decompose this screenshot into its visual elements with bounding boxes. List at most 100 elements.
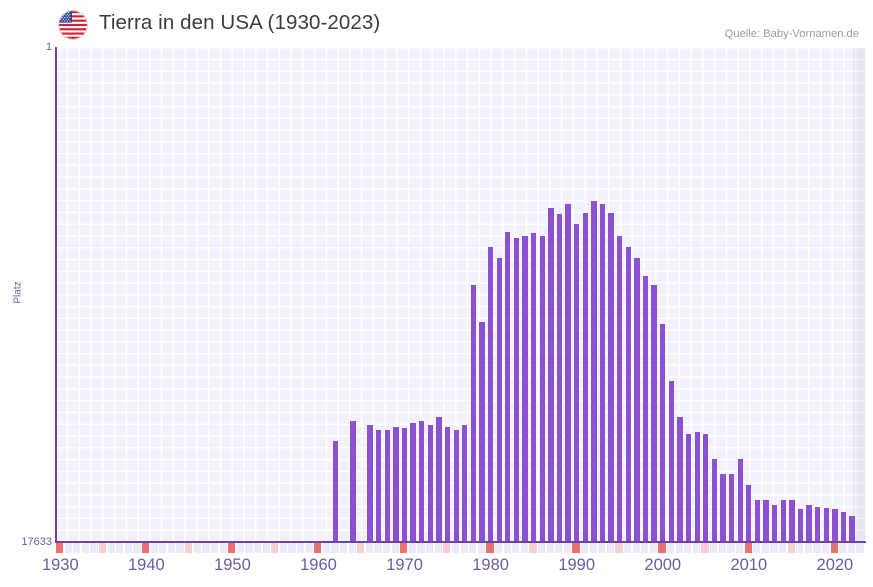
x-tick-mark [761,543,769,553]
x-tick-mark [64,543,72,553]
bar [677,417,683,541]
bar [711,459,718,541]
bar [651,285,657,541]
bar [642,276,649,541]
bar [797,509,804,541]
x-tick-label: 2000 [644,556,682,574]
x-tick-mark [624,543,632,553]
x-tick-mark [710,543,718,553]
x-tick-mark [185,543,193,553]
x-tick-mark [787,543,795,553]
us-flag-icon [58,10,88,40]
x-tick-mark [357,543,365,553]
x-tick-mark [770,543,778,553]
x-tick-mark [193,543,201,553]
bar [333,441,339,541]
bar [685,434,692,541]
bar [814,507,821,541]
x-tick-mark [839,543,847,553]
x-tick-mark [727,543,735,553]
x-tick-mark [159,543,167,553]
bar [419,421,425,541]
x-tick-mark [477,543,485,553]
x-tick-mark [245,543,253,553]
bar [548,208,554,541]
x-tick-label: 1950 [214,556,251,574]
bar [720,474,726,541]
x-tick-mark [90,543,98,553]
bar [470,285,477,541]
bar [617,236,623,541]
y-tick-bottom-value: 17633 [21,536,52,548]
x-tick-mark [81,543,90,553]
bar [479,322,485,541]
bar [453,430,459,541]
x-tick-mark [692,543,701,553]
bar [574,224,580,541]
x-tick-mark [555,543,563,553]
x-tick-mark [821,543,830,553]
x-tick-mark [520,543,528,553]
x-tick-mark [417,543,425,553]
bar [367,425,373,541]
x-tick-mark [753,543,761,553]
x-tick-mark [675,543,683,553]
x-tick-mark [400,543,408,553]
x-tick-mark [572,543,580,553]
bar [444,427,451,541]
x-tick-label: 1980 [472,556,509,574]
x-tick-label: 2010 [730,556,768,574]
x-tick-mark [469,543,477,553]
bar [582,213,588,541]
x-tick-mark [434,543,442,553]
x-tick-mark [305,543,313,553]
x-tick-mark [649,543,658,553]
x-tick-mark [856,543,864,553]
x-tick-label: 1970 [386,556,423,574]
x-axis-tick-labels: 1930 1940 1950 1960 1970 1980 1990 2000 2010 2020 [0,556,873,582]
x-tick-mark [718,543,726,553]
x-tick-mark [99,543,107,553]
x-tick-mark [546,543,554,553]
x-tick-mark [701,543,709,553]
bar [694,432,700,541]
x-tick-label: 1960 [300,556,337,574]
bar [539,236,545,541]
x-tick-mark [73,543,81,553]
x-tick-mark [150,543,158,553]
bar [556,214,563,541]
plot-area [56,48,865,541]
x-tick-mark [684,543,692,553]
bar [703,434,709,541]
bar [462,425,468,541]
x-tick-mark [236,543,244,553]
x-tick-mark [486,543,494,553]
page-title: Tierra in den USA (1930-2023) [99,11,381,34]
source-label: Quelle: Baby-Vornamen.de [724,28,859,40]
bar [530,233,537,541]
x-tick-mark [529,543,537,553]
bar [350,421,356,541]
x-tick-mark [365,543,374,553]
bar [849,516,855,541]
x-tick-mark [133,543,141,553]
bar [436,417,442,541]
bar [668,381,675,541]
y-tick-bottom: 17633 [0,534,52,548]
x-tick-mark [443,543,451,553]
x-tick-mark [228,543,236,553]
bar [660,324,666,541]
x-tick-mark [426,543,434,553]
x-tick-mark [589,543,597,553]
x-tick-mark [735,543,744,553]
bar [522,236,528,541]
x-tick-mark [331,543,339,553]
x-tick-mark [288,543,296,553]
x-tick-mark [314,543,322,553]
x-tick-mark [632,543,640,553]
x-tick-mark [202,543,210,553]
bar [823,508,829,541]
bar [487,247,494,541]
x-tick-mark [116,543,124,553]
